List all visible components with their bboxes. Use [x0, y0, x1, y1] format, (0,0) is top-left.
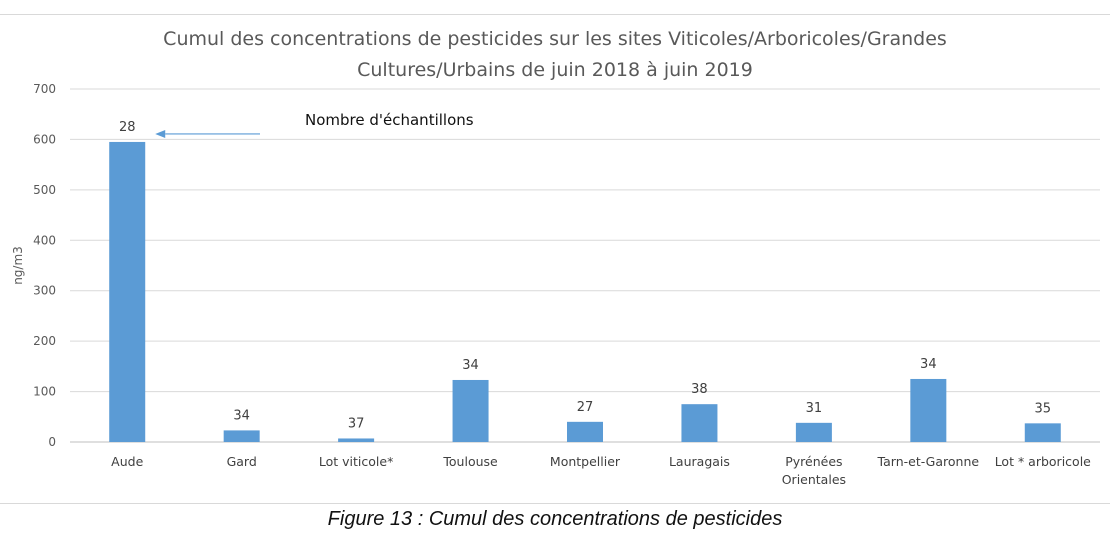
bar-data-label-4: 34 [462, 358, 479, 373]
bar-data-label-2: 34 [233, 408, 250, 423]
bar-2 [223, 430, 260, 442]
y-tick-label-100: 100 [33, 385, 56, 399]
bar-data-label-6: 38 [691, 382, 708, 397]
y-axis-label: ng/m3 [11, 246, 25, 285]
y-tick-label-700: 700 [33, 82, 56, 96]
bar-data-label-8: 34 [920, 357, 937, 372]
bar-data-label-5: 27 [577, 400, 594, 415]
x-category-label-8: Tarn-et-Garonne [877, 454, 980, 469]
bar-chart: Cumul des concentrations de pesticides s… [11, 28, 1100, 487]
x-category-label-5: Montpellier [550, 454, 621, 469]
bar-data-label-1: 28 [119, 120, 136, 135]
y-tick-label-0: 0 [48, 435, 56, 449]
x-category-label-9: Lot * arboricole [995, 454, 1091, 469]
chart-area: Cumul des concentrations de pesticides s… [0, 14, 1110, 504]
x-category-label-4: Toulouse [442, 454, 498, 469]
x-category-label-2: Gard [227, 454, 257, 469]
bar-9 [1024, 423, 1061, 442]
figure-caption: Figure 13 : Cumul des concentrations de … [327, 508, 783, 530]
y-tick-label-300: 300 [33, 284, 56, 298]
y-tick-label-200: 200 [33, 334, 56, 348]
chart-title-line-1: Cumul des concentrations de pesticides s… [163, 28, 947, 50]
bar-3 [338, 438, 375, 442]
bar-7 [795, 422, 832, 442]
bar-data-label-9: 35 [1035, 401, 1052, 416]
x-category-label-3: Lot viticole* [319, 454, 393, 469]
annotation-arrowhead [155, 129, 166, 138]
chart-title-line-2: Cultures/Urbains de juin 2018 à juin 201… [357, 59, 753, 81]
bar-4 [452, 379, 489, 442]
bar-1 [109, 141, 146, 442]
y-tick-label-600: 600 [33, 132, 56, 146]
y-tick-label-500: 500 [33, 183, 56, 197]
y-tick-label-400: 400 [33, 233, 56, 247]
x-category-label-7: Pyrénées [785, 454, 842, 469]
bar-data-label-3: 37 [348, 416, 365, 431]
bar-8 [910, 378, 947, 442]
bar-6 [681, 404, 718, 442]
annotation-text: Nombre d'échantillons [305, 111, 474, 129]
bar-5 [567, 421, 603, 442]
x-category-label-6: Lauragais [669, 454, 730, 469]
bar-data-label-7: 31 [806, 401, 823, 416]
x-category-label-1: Aude [111, 454, 143, 469]
x-category-label-7-line-2: Orientales [782, 472, 846, 487]
